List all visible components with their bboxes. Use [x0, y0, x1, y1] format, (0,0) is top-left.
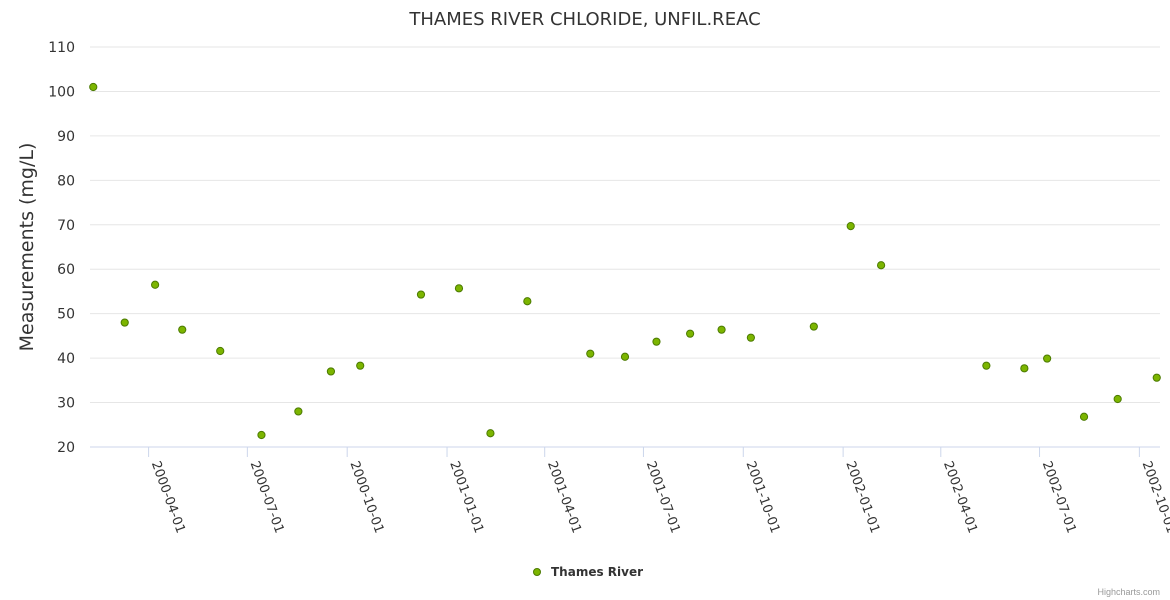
data-point[interactable]	[151, 280, 160, 289]
data-points	[89, 82, 1161, 440]
x-axis-ticks: 2000-04-01 2000-07-01 2000-10-01 2001-01-01…	[148, 447, 1170, 535]
data-point[interactable]	[326, 367, 336, 376]
data-point[interactable]	[486, 429, 495, 438]
y-tick-label: 80	[57, 173, 75, 189]
legend-label: Thames River	[551, 565, 643, 579]
y-tick-label: 110	[48, 40, 75, 56]
x-tick-label: 2000-10-01	[346, 459, 386, 535]
x-tick-label: 2001-04-01	[544, 459, 584, 535]
legend-marker-icon	[533, 568, 541, 576]
x-tick-label: 2002-07-01	[1039, 459, 1079, 535]
data-point[interactable]	[178, 325, 187, 334]
y-tick-label: 50	[57, 307, 75, 323]
data-point[interactable]	[1113, 394, 1122, 404]
data-point[interactable]	[356, 361, 365, 370]
data-point[interactable]	[586, 349, 595, 358]
data-point[interactable]	[1079, 412, 1089, 421]
data-point[interactable]	[216, 346, 225, 356]
legend-item[interactable]: Thames River	[533, 565, 644, 579]
data-point[interactable]	[809, 322, 818, 331]
data-point[interactable]	[523, 297, 532, 306]
y-tick-label: 60	[57, 262, 75, 278]
grid-lines	[90, 46, 1160, 404]
y-tick-label: 20	[57, 440, 75, 456]
y-tick-label: 100	[48, 84, 75, 100]
data-point[interactable]	[89, 82, 98, 92]
x-tick-label: 2002-10-01	[1139, 459, 1170, 535]
chart-title: THAMES RIVER CHLORIDE, UNFIL.REAC	[408, 9, 760, 30]
data-point[interactable]	[294, 407, 303, 416]
data-point[interactable]	[454, 284, 464, 293]
data-point[interactable]	[652, 337, 661, 346]
y-tick-label: 30	[57, 396, 75, 412]
y-tick-label: 40	[57, 351, 75, 367]
x-tick-label: 2001-07-01	[643, 459, 683, 535]
y-tick-label: 70	[57, 218, 75, 234]
data-point[interactable]	[120, 318, 129, 327]
data-point[interactable]	[686, 329, 695, 338]
credits-link[interactable]: Highcharts.com	[1097, 587, 1160, 597]
data-point[interactable]	[1020, 364, 1029, 373]
data-point[interactable]	[1152, 373, 1161, 382]
data-point[interactable]	[257, 430, 266, 440]
data-point[interactable]	[877, 261, 886, 270]
y-axis-label: Measurements (mg/L)	[16, 143, 38, 352]
x-tick-label: 2002-04-01	[940, 459, 980, 535]
x-tick-label: 2000-07-01	[247, 459, 287, 535]
x-tick-label: 2000-04-01	[148, 459, 188, 535]
data-point[interactable]	[416, 290, 426, 299]
data-point[interactable]	[746, 333, 755, 342]
y-axis-ticks: 20 30 40 50 60 70 80 90 100 110	[48, 40, 75, 456]
data-point[interactable]	[717, 325, 726, 334]
data-point[interactable]	[620, 352, 630, 361]
y-tick-label: 90	[57, 129, 75, 145]
x-tick-label: 2001-10-01	[743, 459, 783, 535]
data-point[interactable]	[982, 361, 991, 370]
x-tick-label: 2001-01-01	[446, 459, 486, 535]
x-tick-label: 2002-01-01	[842, 459, 882, 535]
data-point[interactable]	[846, 222, 855, 231]
data-point[interactable]	[1043, 354, 1052, 363]
